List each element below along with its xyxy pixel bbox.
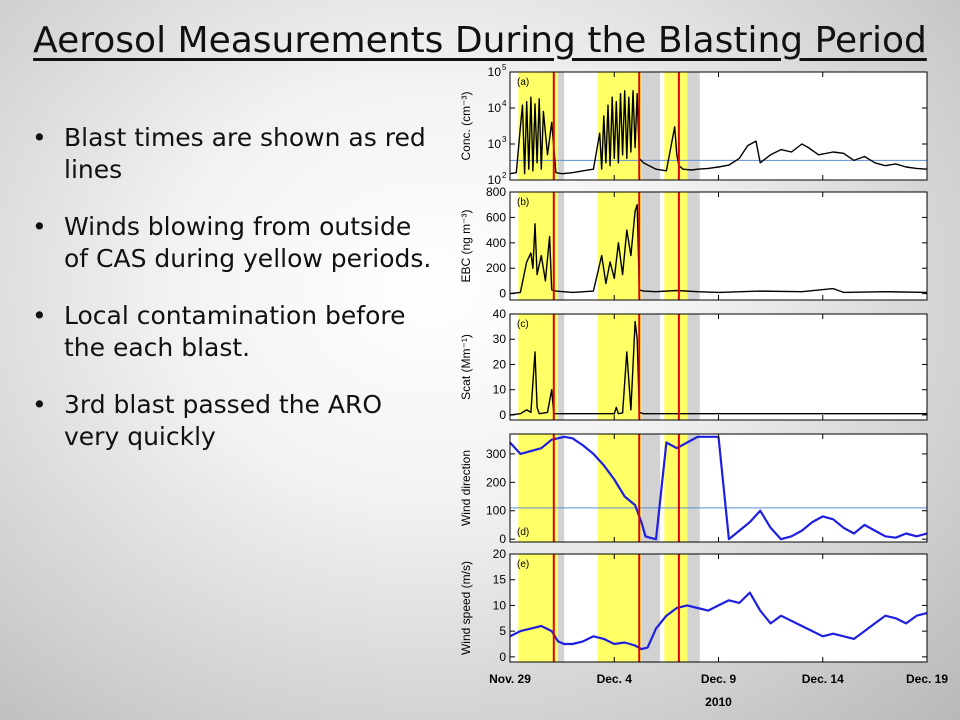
y-axis-label: EBC (ng m⁻³)	[459, 209, 473, 282]
y-tick-label: 30	[493, 332, 507, 346]
grey-period	[557, 192, 565, 300]
grey-period	[687, 314, 700, 420]
x-tick-label: Dec. 4	[597, 672, 633, 686]
grey-period	[641, 192, 661, 300]
y-axis-label: Wind speed (m/s)	[459, 561, 473, 655]
grey-period	[687, 192, 700, 300]
grey-period	[641, 72, 661, 180]
x-tick-label: Nov. 29	[489, 672, 531, 686]
y-tick-label: 400	[486, 236, 506, 250]
grey-period	[557, 314, 565, 420]
grey-period	[557, 72, 565, 180]
y-tick-label: 20	[493, 547, 507, 561]
grey-period	[641, 314, 661, 420]
y-tick-label: 10	[488, 173, 502, 187]
bullet-item: Local contamination before the each blas…	[30, 300, 440, 364]
y-tick-label: 5	[499, 624, 506, 638]
y-tick-label: 0	[499, 650, 506, 664]
x-axis-label: 2010	[705, 695, 732, 709]
y-tick-label: 600	[486, 210, 506, 224]
y-tick-label: 0	[499, 408, 506, 422]
y-tick-label: 10	[493, 383, 507, 397]
yellow-period	[664, 192, 688, 300]
data-series	[509, 320, 927, 416]
y-tick-label: 10	[488, 65, 502, 79]
y-tick-label: 2	[502, 171, 507, 180]
y-axis-label: Wind direction	[459, 450, 473, 526]
panel-background	[510, 554, 927, 662]
y-axis-label: Conc. (cm⁻³)	[459, 91, 473, 160]
yellow-period	[664, 314, 688, 420]
slide-title: Aerosol Measurements During the Blasting…	[33, 20, 927, 61]
y-tick-label: 0	[499, 287, 506, 301]
y-tick-label: 10	[493, 598, 507, 612]
yellow-period	[664, 434, 688, 542]
panel-e: 0 5 10 15 20 (e) Wind speed (m/s)	[459, 547, 928, 664]
panel-c: 0 10 20 30 40 (c) Scat (Mm⁻¹)	[459, 307, 928, 422]
y-tick-label: 10	[488, 137, 502, 151]
y-tick-label: 200	[486, 475, 506, 489]
panel-label: (a)	[517, 77, 529, 88]
panel-d: 0 100 200 300 (d) Wind direction	[459, 433, 928, 546]
grey-period	[557, 434, 565, 542]
x-tick-label: Dec. 14	[802, 672, 844, 686]
panel-b: 0 200 400 600 800 (b) EBC (ng m⁻³)	[459, 185, 928, 301]
data-series	[509, 435, 928, 541]
x-tick-label: Dec. 9	[701, 672, 737, 686]
grey-period	[641, 434, 661, 542]
panel-label: (c)	[517, 319, 529, 330]
bullet-item: Winds blowing from outside of CAS during…	[30, 211, 440, 275]
panel-background	[510, 434, 927, 542]
y-tick-label: 0	[499, 532, 506, 546]
yellow-period	[518, 554, 558, 662]
y-tick-label: 20	[493, 357, 507, 371]
y-tick-label: 40	[493, 307, 507, 321]
panel-label: (b)	[517, 197, 529, 208]
y-tick-label: 200	[486, 261, 506, 275]
x-tick-label: Dec. 19	[906, 672, 948, 686]
panel-background	[510, 72, 927, 180]
data-series	[509, 90, 928, 175]
grey-period	[687, 434, 700, 542]
y-tick-label: 5	[502, 63, 507, 72]
y-tick-label: 800	[486, 185, 506, 199]
y-tick-label: 100	[486, 504, 506, 518]
bullet-item: 3rd blast passed the ARO very quickly	[30, 389, 440, 453]
y-tick-label: 300	[486, 447, 506, 461]
y-tick-label: 3	[502, 135, 507, 144]
y-tick-label: 10	[488, 101, 502, 115]
panel-label: (e)	[517, 559, 529, 570]
panel-background	[510, 192, 927, 300]
bullet-list: Blast times are shown as red lines Winds…	[30, 122, 440, 478]
y-tick-label: 15	[493, 573, 507, 587]
y-tick-label: 4	[502, 99, 507, 108]
data-series	[509, 591, 928, 651]
panel-label: (d)	[517, 527, 529, 538]
data-series	[509, 204, 928, 295]
grey-period	[557, 554, 565, 662]
bullet-item: Blast times are shown as red lines	[30, 122, 440, 186]
yellow-period	[518, 314, 558, 420]
panel-background	[510, 314, 927, 420]
grey-period	[641, 554, 661, 662]
grey-period	[687, 72, 700, 180]
y-axis-label: Scat (Mm⁻¹)	[459, 334, 473, 400]
